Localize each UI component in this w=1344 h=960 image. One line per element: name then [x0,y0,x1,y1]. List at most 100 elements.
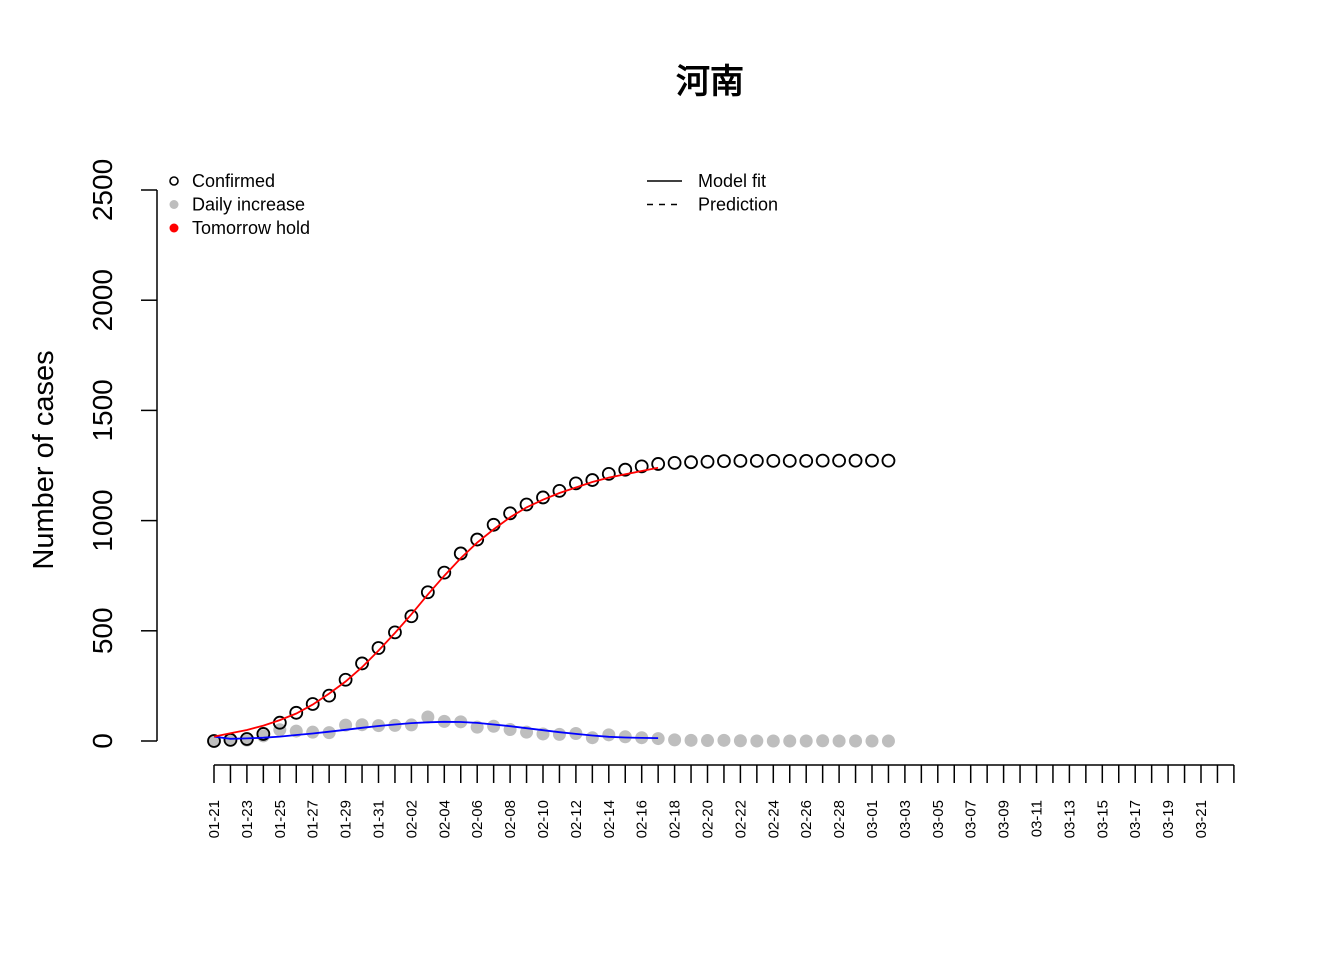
x-tick-label: 03-15 [1094,800,1111,838]
confirmed-point [832,453,846,468]
daily-increase-point [799,734,813,748]
daily-increase-point [766,734,780,748]
x-tick-label: 03-07 [963,800,980,838]
legend-label: Model fit [698,171,766,191]
daily-increase-point [223,733,237,747]
confirmed-point [782,453,797,468]
daily-increase-point [750,734,764,748]
daily-increase-point [306,725,320,739]
x-tick-label: 02-22 [732,800,749,838]
daily-increase-point [273,723,287,737]
daily-increase-point [849,734,863,748]
confirmed-point [470,532,485,547]
plot-area [207,453,896,748]
legend-label: Confirmed [192,171,275,191]
x-tick-label: 01-25 [272,800,289,838]
confirmed-point [420,585,435,600]
confirmed-point [305,697,320,711]
x-tick-label: 03-17 [1127,800,1144,838]
daily-increase-point [832,734,846,748]
y-tick-label: 0 [87,733,118,749]
confirmed-point [338,672,353,687]
confirmed-point [651,457,666,471]
x-tick-label: 03-21 [1193,800,1210,838]
y-tick-label: 1000 [87,489,118,551]
y-tick-label: 500 [87,607,118,654]
confirmed-point [865,453,879,468]
confirmed-point [601,466,616,481]
confirmed-point [766,453,781,468]
legend-lines: Model fit Prediction [647,171,778,215]
x-tick-label: 02-28 [831,800,848,838]
confirmed-point [256,727,271,741]
confirmed-point [355,656,369,671]
daily-increase-point [487,719,501,733]
x-tick-label: 02-06 [469,800,486,838]
y-tick-label: 2000 [87,269,118,331]
legend-label: Tomorrow hold [192,218,310,238]
y-axis-label: Number of cases [28,350,60,569]
legend-markers: Confirmed Daily increase Tomorrow hold [169,171,310,238]
confirmed-point [815,453,830,468]
daily-increase-point [322,726,336,740]
confirmed-point [388,625,402,640]
model-fit-line [213,466,659,738]
x-tick-label: 02-04 [436,800,453,838]
legend-marker-open-circle [169,176,179,186]
x-tick-label: 03-11 [1029,800,1046,837]
x-tick-label: 03-19 [1160,800,1177,838]
x-tick-label: 01-21 [206,800,223,838]
x-tick-label: 01-27 [305,800,322,838]
x-tick-label: 03-01 [864,800,881,838]
daily-increase-point [651,732,665,746]
confirmed-point [618,462,633,477]
daily-increase-point [404,718,418,732]
confirmed-point [371,641,386,655]
daily-increase-point [717,733,731,747]
x-tick-label: 01-23 [239,800,256,838]
daily-increase-point [421,710,435,724]
x-tick-label: 02-20 [700,800,717,838]
confirmed-point [684,455,698,470]
confirmed-point [404,609,419,624]
x-tick-label: 02-24 [765,800,782,838]
confirmed-point [749,453,764,468]
daily-increase-point [602,728,616,742]
daily-increase-point [783,734,797,748]
daily-increase-point [668,733,682,747]
x-tick-label: 02-12 [568,800,585,838]
confirmed-point [700,454,715,469]
x-tick-label: 02-10 [535,800,552,838]
legend-label: Daily increase [192,195,305,215]
chart-title: 河南 [676,62,744,102]
x-axis: 01-21 01-23 01-25 01-27 01-29 01-31 02-02 02-04… [206,764,1235,838]
confirmed-point [799,453,814,468]
daily-increase-point [585,731,599,745]
x-tick-label: 02-14 [601,800,618,838]
x-tick-label: 03-03 [897,800,914,838]
confirmed-point [733,453,748,468]
y-tick-label: 1500 [87,379,118,441]
x-tick-label: 02-16 [634,800,651,838]
confirmed-point [881,453,896,468]
x-tick-label: 02-02 [403,800,420,838]
confirmed-point [289,705,304,720]
confirmed-point [717,454,731,468]
confirmed-point [437,565,452,580]
legend-marker-filled-circle [169,223,179,233]
daily-increase-point [684,733,698,747]
x-tick-label: 02-08 [502,800,519,838]
confirmed-point [634,459,649,474]
daily-increase-point [701,734,714,748]
confirmed-point [322,688,337,703]
confirmed-point [569,476,583,491]
daily-increase-point [552,727,566,741]
legend-marker-filled-circle [169,200,179,209]
daily-fit-line [213,720,659,740]
daily-increase-point [865,734,879,748]
daily-increase-point [881,734,895,748]
y-tick-label: 2500 [87,159,118,221]
x-tick-label: 03-05 [930,800,947,838]
x-tick-label: 03-13 [1061,800,1078,838]
